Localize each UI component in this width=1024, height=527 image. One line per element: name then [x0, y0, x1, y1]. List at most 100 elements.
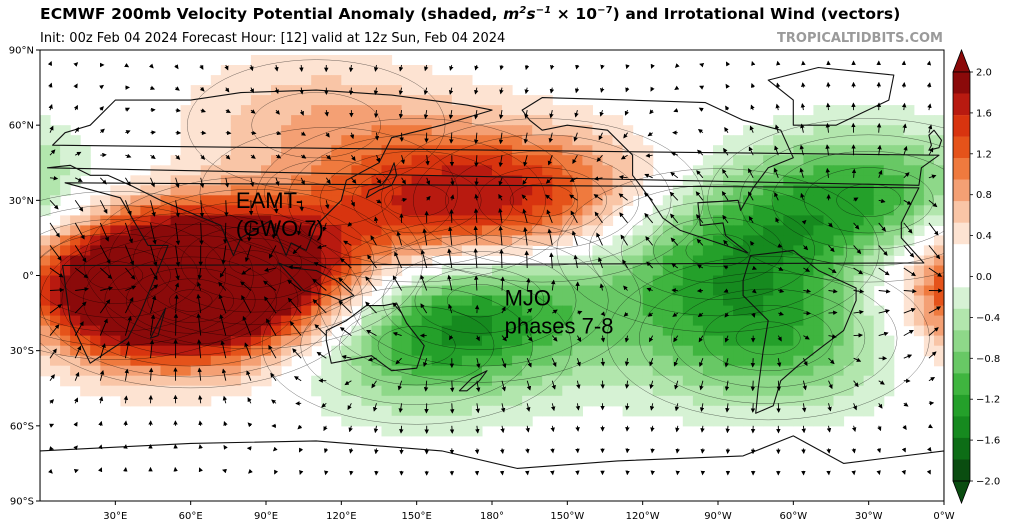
- shade-cell: [311, 255, 322, 267]
- shade-cell: [261, 205, 272, 216]
- shade-cell: [502, 395, 513, 407]
- shade-cell: [240, 345, 252, 357]
- shade-cell: [321, 115, 332, 126]
- shade-cell: [110, 295, 121, 307]
- shade-cell: [80, 375, 91, 387]
- shade-cell: [461, 85, 473, 96]
- shade-cell: [361, 185, 372, 196]
- wind-vector: [274, 64, 279, 72]
- shade-cell: [90, 195, 101, 206]
- shade-cell: [160, 385, 172, 397]
- shade-cell: [903, 275, 915, 287]
- shade-cell: [331, 395, 342, 407]
- shade-cell: [542, 195, 553, 206]
- colorbar-segment: [953, 437, 970, 460]
- shade-cell: [723, 285, 734, 297]
- shade-cell: [873, 255, 885, 267]
- shade-cell: [853, 105, 865, 116]
- shade-cell: [662, 275, 674, 287]
- shade-cell: [512, 215, 523, 226]
- shade-cell: [331, 95, 342, 106]
- shade-cell: [471, 185, 483, 196]
- shade-cell: [622, 365, 634, 377]
- shade-cell: [341, 125, 352, 136]
- shade-cell: [411, 85, 423, 96]
- wind-vector: [800, 123, 805, 133]
- shade-cell: [200, 345, 212, 357]
- wind-vector: [751, 312, 756, 318]
- shade-cell: [783, 405, 794, 417]
- wind-vector: [293, 376, 302, 382]
- wind-vector: [199, 64, 204, 70]
- shade-cell: [281, 115, 292, 126]
- shade-cell: [441, 355, 453, 367]
- shade-cell: [271, 115, 282, 126]
- shade-cell: [733, 375, 744, 387]
- shade-cell: [351, 385, 362, 397]
- wind-vector: [624, 380, 630, 389]
- shade-cell: [632, 355, 644, 367]
- shade-cell: [451, 305, 463, 317]
- wind-vector: [475, 403, 480, 414]
- wind-vector: [903, 172, 910, 179]
- shade-cell: [391, 95, 403, 106]
- shade-cell: [40, 155, 51, 166]
- shade-cell: [532, 225, 543, 236]
- colorbar-segment: [953, 244, 970, 266]
- shade-cell: [843, 185, 855, 196]
- shade-cell: [351, 285, 362, 297]
- wind-vector: [526, 307, 533, 314]
- shade-cell: [612, 365, 624, 377]
- shade-cell: [60, 265, 71, 277]
- shade-cell: [361, 315, 372, 327]
- shade-cell: [783, 115, 794, 126]
- shade-cell: [391, 295, 403, 307]
- shade-cell: [391, 215, 403, 226]
- shade-cell: [301, 265, 312, 277]
- shade-cell: [692, 395, 704, 407]
- shade-cell: [753, 325, 764, 337]
- shade-cell: [140, 345, 151, 357]
- shade-cell: [50, 145, 61, 156]
- shade-cell: [341, 185, 352, 196]
- shade-cell: [50, 245, 61, 256]
- shade-cell: [361, 65, 372, 76]
- shade-cell: [230, 335, 242, 347]
- shade-cell: [542, 395, 553, 407]
- shade-cell: [271, 295, 282, 307]
- shade-cell: [662, 195, 674, 206]
- shade-cell: [672, 355, 684, 367]
- shade-cell: [873, 205, 885, 216]
- shade-cell: [853, 145, 865, 156]
- shade-cell: [230, 205, 242, 216]
- shade-cell: [301, 315, 312, 327]
- shade-cell: [482, 155, 493, 166]
- shade-cell: [271, 275, 282, 287]
- shade-cell: [40, 195, 51, 206]
- shade-cell: [200, 395, 212, 407]
- shade-cell: [743, 155, 754, 166]
- shade-cell: [803, 125, 814, 136]
- shade-cell: [642, 295, 654, 307]
- shade-cell: [80, 235, 91, 246]
- shade-cell: [602, 145, 614, 156]
- wind-vector: [341, 354, 352, 360]
- shade-cell: [261, 95, 272, 106]
- shade-cell: [582, 305, 593, 317]
- wind-vector: [219, 267, 227, 278]
- shade-cell: [291, 215, 302, 226]
- shade-cell: [210, 195, 222, 206]
- lat-tick-label: 30°N: [9, 196, 34, 207]
- shade-cell: [210, 95, 222, 106]
- shade-cell: [200, 145, 212, 156]
- wind-vector: [199, 177, 205, 189]
- shade-cell: [482, 285, 493, 297]
- shade-cell: [70, 225, 81, 236]
- shade-cell: [602, 215, 614, 226]
- wind-vector: [473, 110, 479, 120]
- shade-cell: [903, 115, 915, 126]
- shade-cell: [542, 315, 553, 327]
- shade-cell: [853, 265, 865, 277]
- wind-vector: [803, 267, 811, 272]
- shade-cell: [180, 215, 192, 226]
